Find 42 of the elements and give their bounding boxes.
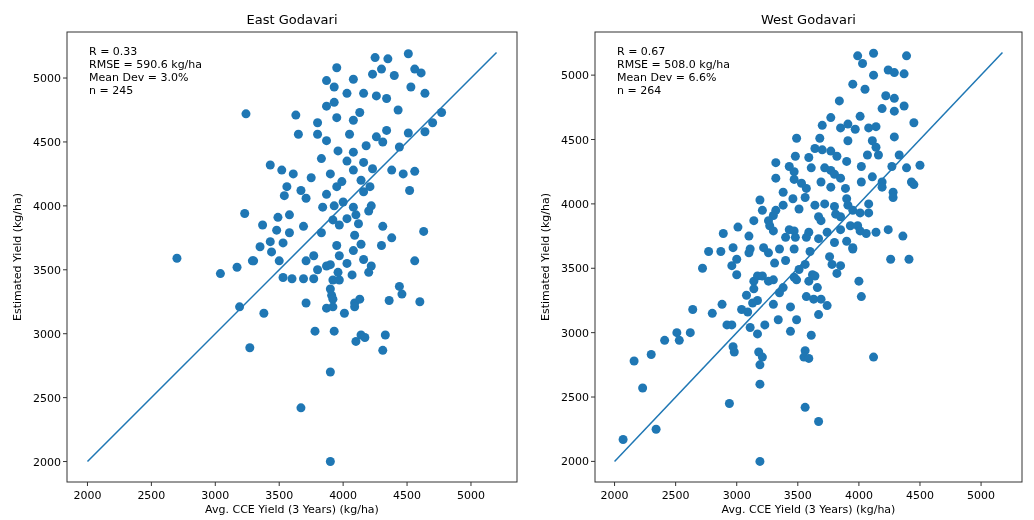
chart-title: West Godavari: [761, 12, 856, 27]
y-axis-title: Estimated Yield (kg/ha): [11, 192, 24, 322]
x-tick-label: 5000: [456, 489, 485, 502]
y-tick-label: 2500: [561, 391, 589, 405]
x-axis-title: Avg. CCE Yield (3 Years) (kg/ha): [205, 503, 379, 516]
y-tick-label: 3000: [561, 326, 589, 340]
y-tick-label: 5000: [561, 69, 589, 83]
y-tick-label: 3500: [561, 262, 589, 276]
x-axis-title: Avg. CCE Yield (3 Years) (kg/ha): [721, 503, 896, 516]
annotation: RMSE = 508.0 kg/ha: [617, 58, 731, 71]
annotation: R = 0.67: [617, 45, 666, 58]
x-tick-label: 2000: [600, 489, 629, 502]
y-tick-label: 3500: [33, 263, 61, 277]
x-tick-label: 3500: [783, 489, 812, 502]
annotation: RMSE = 590.6 kg/ha: [89, 58, 203, 71]
y-tick-label: 4500: [561, 133, 589, 147]
x-tick-label: 2500: [137, 489, 166, 502]
x-tick-label: 3000: [201, 489, 230, 502]
y-tick-label: 3000: [33, 327, 61, 341]
x-tick-label: 3000: [722, 489, 751, 502]
y-tick-label: 4000: [561, 197, 589, 211]
y-tick-label: 2000: [33, 455, 61, 469]
x-tick-label: 2500: [661, 489, 690, 502]
y-tick-label: 4500: [33, 135, 61, 149]
y-tick-label: 4000: [33, 199, 61, 213]
y-tick-label: 5000: [33, 72, 61, 86]
annotation: R = 0.33: [89, 45, 138, 58]
x-tick-label: 3500: [265, 489, 294, 502]
y-tick-label: 2000: [561, 455, 589, 469]
y-tick-label: 2500: [33, 391, 61, 405]
x-tick-label: 4000: [844, 489, 873, 502]
y-axis-title: Estimated Yield (kg/ha): [539, 192, 552, 322]
x-tick-label: 5000: [967, 489, 996, 502]
annotation: n = 264: [617, 84, 662, 97]
x-tick-label: 4500: [905, 489, 934, 502]
annotation: Mean Dev = 3.0%: [89, 71, 189, 84]
x-tick-label: 2000: [73, 489, 102, 502]
chart-title: East Godavari: [246, 12, 338, 27]
annotation: Mean Dev = 6.6%: [617, 71, 717, 84]
annotation: n = 245: [89, 84, 134, 97]
x-tick-label: 4500: [393, 489, 422, 502]
x-tick-label: 4000: [329, 489, 358, 502]
